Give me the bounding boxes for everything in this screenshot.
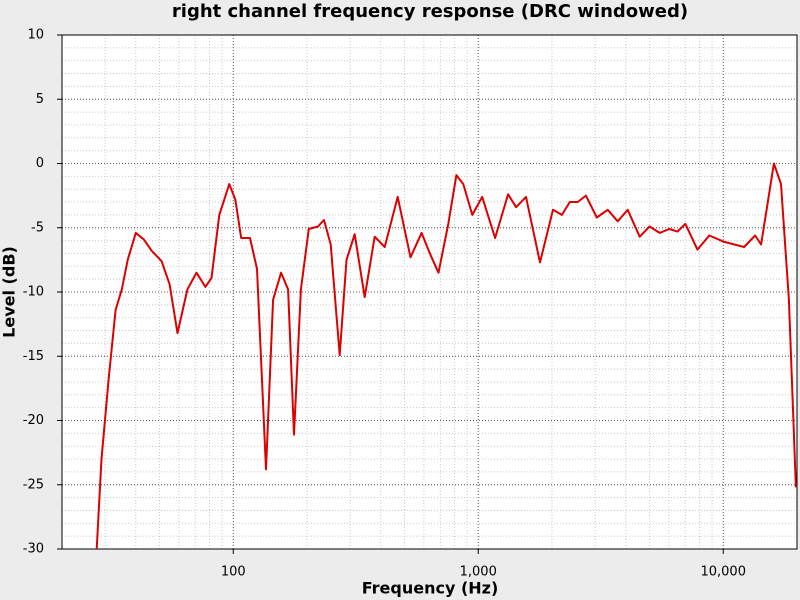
y-tick-label: -10 — [23, 285, 44, 300]
x-tick-label: 10,000 — [700, 565, 746, 580]
line-series — [95, 162, 797, 550]
y-tick-label: -5 — [31, 220, 44, 235]
y-tick-label: -30 — [23, 542, 44, 557]
y-tick-label: 10 — [27, 28, 44, 43]
y-tick-label: 0 — [36, 156, 44, 171]
chart-title: right channel frequency response (DRC wi… — [172, 1, 688, 22]
y-tick-label: -25 — [23, 477, 44, 492]
x-tick-label: 1,000 — [460, 565, 497, 580]
y-tick-label: -15 — [23, 349, 44, 364]
y-axis-label: Level (dB) — [0, 246, 19, 338]
plot-frame — [61, 34, 798, 550]
x-tick-label: 100 — [221, 565, 246, 580]
x-axis-label: Frequency (Hz) — [362, 579, 499, 598]
y-tick-label: -20 — [23, 413, 44, 428]
y-tick-label: 5 — [36, 92, 44, 107]
